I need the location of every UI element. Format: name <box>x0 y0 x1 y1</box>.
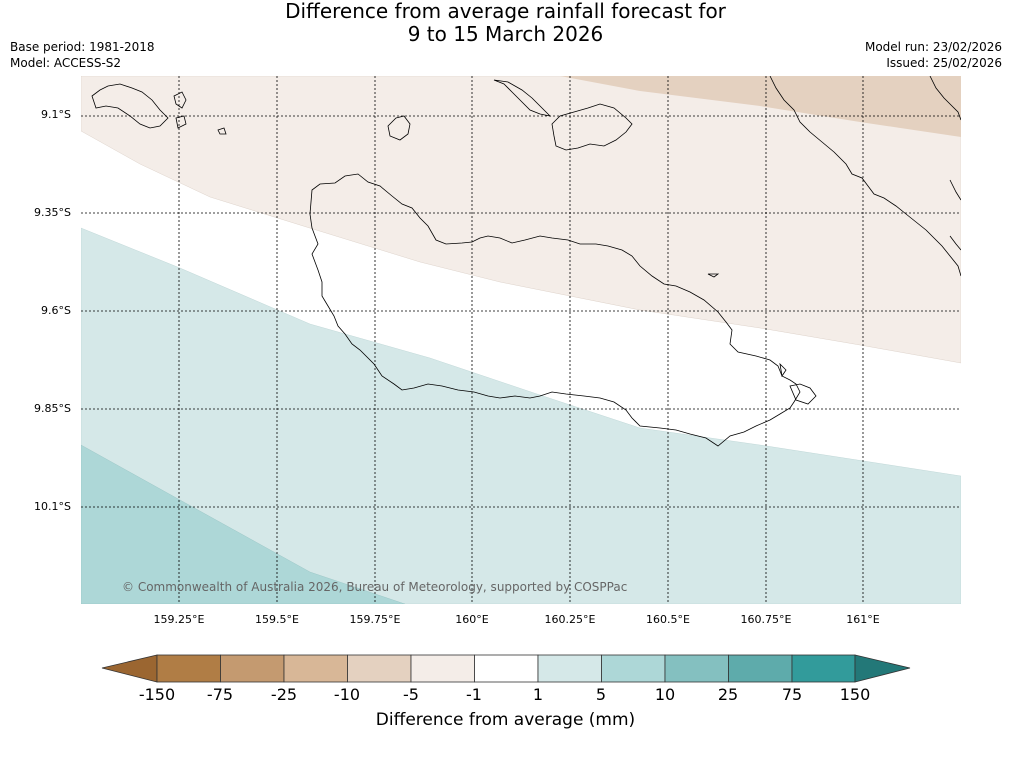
colorbar-bin-1 <box>156 654 221 683</box>
colorbar <box>101 654 911 683</box>
colorbar-bin-7 <box>537 654 602 683</box>
lon-label-160-25: 160.25°E <box>544 613 596 626</box>
colorbar-bin-8 <box>601 654 666 683</box>
lon-label-160-75: 160.75°E <box>740 613 792 626</box>
meta-right: Model run: 23/02/2026 Issued: 25/02/2026 <box>865 39 1002 71</box>
coastlines <box>91 76 961 447</box>
cb-tick-75: 75 <box>781 685 803 704</box>
cb-tick-minus10: -10 <box>333 685 361 704</box>
cb-tick-10: 10 <box>654 685 676 704</box>
lat-label-9-85: 9.85°S <box>34 402 71 415</box>
cb-tick-150: 150 <box>839 685 871 704</box>
map-area <box>81 76 961 604</box>
cb-tick-minus75: -75 <box>206 685 234 704</box>
colorbar-bin-11 <box>791 654 856 683</box>
lon-label-159-25: 159.25°E <box>153 613 205 626</box>
band-1-5 <box>81 227 961 604</box>
guadalcanal-coast <box>309 173 801 447</box>
colorbar-bin-6 <box>474 654 539 683</box>
colorbar-title: Difference from average (mm) <box>375 710 636 730</box>
map-title: Difference from average rainfall forecas… <box>0 0 1011 46</box>
russell-islands <box>91 83 227 135</box>
title-line-2: 9 to 15 March 2026 <box>407 22 604 46</box>
cb-tick-minus25: -25 <box>270 685 298 704</box>
guadalcanal-east-islets <box>707 273 817 405</box>
band-5-10 <box>81 444 406 604</box>
lon-label-159-75: 159.75°E <box>349 613 401 626</box>
malaita-coast <box>769 76 961 277</box>
florida-islands <box>387 79 633 151</box>
lat-label-9-1: 9.1°S <box>41 108 71 121</box>
issued-date: Issued: 25/02/2026 <box>886 56 1002 70</box>
colorbar-bin-5 <box>410 654 475 683</box>
colorbar-low-arrow <box>101 654 158 683</box>
lon-label-159-5: 159.5°E <box>255 613 299 626</box>
band-minus5-minus1 <box>81 76 961 364</box>
colorbar-bin-4 <box>347 654 412 683</box>
copyright-notice: © Commonwealth of Australia 2026, Bureau… <box>122 580 628 594</box>
colorbar-bin-10 <box>728 654 793 683</box>
cb-tick-25: 25 <box>717 685 739 704</box>
colorbar-high-arrow <box>854 654 911 683</box>
lat-label-10-1: 10.1°S <box>34 500 71 513</box>
colorbar-bin-9 <box>664 654 729 683</box>
lon-label-160: 160°E <box>455 613 489 626</box>
cb-tick-5: 5 <box>595 685 607 704</box>
colorbar-bin-3 <box>283 654 348 683</box>
lon-label-160-5: 160.5°E <box>646 613 690 626</box>
cb-tick-minus5: -5 <box>403 685 419 704</box>
base-period: Base period: 1981-2018 <box>10 40 155 54</box>
graticule <box>81 76 961 604</box>
lon-label-161: 161°E <box>846 613 880 626</box>
model-run: Model run: 23/02/2026 <box>864 40 1002 54</box>
cb-tick-1: 1 <box>532 685 544 704</box>
band-minus10-minus5 <box>560 76 961 137</box>
colorbar-bin-2 <box>220 654 285 683</box>
cb-tick-minus1: -1 <box>466 685 482 704</box>
lat-label-9-6: 9.6°S <box>41 304 71 317</box>
meta-left: Base period: 1981-2018 Model: ACCESS-S2 <box>10 39 155 71</box>
lat-label-9-35: 9.35°S <box>34 206 71 219</box>
title-line-1: Difference from average rainfall forecas… <box>285 0 726 23</box>
cb-tick-minus150: -150 <box>138 685 176 704</box>
model-name: Model: ACCESS-S2 <box>10 56 122 70</box>
